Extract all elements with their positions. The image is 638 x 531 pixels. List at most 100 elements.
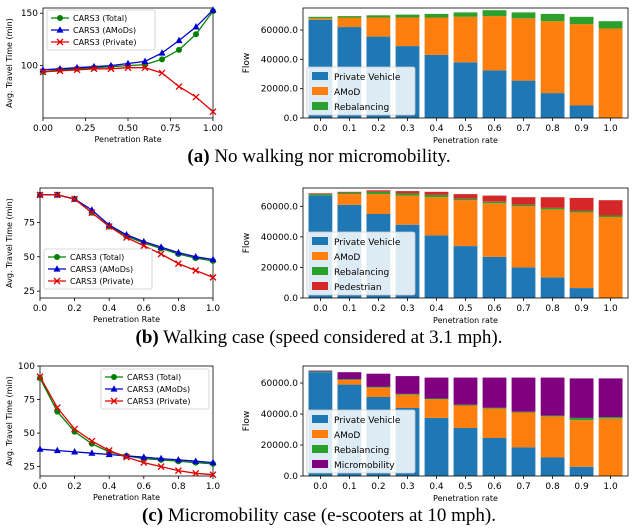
a-bar-xtick-label: 0.5 [458,124,472,134]
c-bar-bar-segment [337,372,362,380]
a-bar-legend-label: AMoD [334,88,360,98]
b-bar-bar-segment [424,235,449,298]
b-bar-bar-segment [366,190,391,192]
a-bar-legend-swatch [312,72,328,80]
b-bar-bar-segment [308,194,333,196]
c-bar-legend-box [306,409,416,474]
b-bar-xtick-label: 0.0 [313,304,328,314]
c-line-legend-label: CARS3 (Total) [127,373,181,382]
b-bar-bar-segment [424,194,449,198]
a-bar-bar-segment [453,16,478,63]
a-line-legend-marker [57,15,63,21]
c-bar-xtick-label: 0.8 [545,482,560,492]
c-line-data-point [192,457,200,464]
b-bar-bar-segment [337,194,362,205]
b-bar-bar-segment [453,246,478,298]
b-line-axes-frame [39,187,214,299]
b-bar-bar-segment [598,217,623,298]
c-line-data-point [105,450,113,458]
a-bar-xtick-label: 0.7 [516,124,530,134]
caption-b: (b) Walking case (speed considered at 3.… [0,327,638,349]
b-bar-xtick-label: 0.5 [458,304,472,314]
b-bar-bar-segment [569,197,594,211]
b-bar-bar-segment [598,200,623,216]
b-line-legend-marker [54,254,60,260]
b-bar-xtick-label: 0.2 [371,304,385,314]
b-line-data-point [209,273,217,281]
b-bar-legend-swatch [312,282,328,290]
a-bar-ytick-label: 20000.0 [261,85,298,95]
c-bar-bar-segment [598,378,623,418]
b-line-ytick-label: 25 [24,287,35,297]
c-line-data-point [36,373,44,381]
c-bar-ytick-label: 0.0 [284,472,299,482]
c-line-ylabel: Avg. Travel Time (min) [5,376,14,466]
a-bar-bar-segment [424,54,449,118]
caption-c-text: Micromobility case (e-scooters at 10 mph… [167,505,497,526]
b-line-data-point [174,260,182,268]
a-line-data-point [141,64,149,72]
c-bar-bar-segment [482,377,507,408]
c-bar-legend-label: AMoD [334,431,360,441]
b-bar-legend-swatch [312,237,328,245]
c-line-data-point [88,437,96,445]
c-bar-bar-segment [482,407,507,409]
a-bar-ytick-label: 60000.0 [261,26,298,36]
b-bar-xtick-label: 0.1 [342,304,356,314]
b-bar-bar-segment [424,191,449,195]
c-bar-bar-segment [424,398,449,400]
a-bar-bar-segment [395,14,420,18]
c-bar-xtick-label: 1.0 [603,482,618,492]
a-line-data-point [39,68,47,76]
b-bar-legend-label: Pedestrian [334,283,382,293]
c-bar-bar-segment [511,412,536,448]
c-bar-bar-segment [482,408,507,438]
c-line-data-point [123,453,130,461]
c-line-xtick-label: 0.8 [171,482,186,492]
b-bar-bar-segment [337,191,362,193]
a-bar-xtick-label: 0.9 [574,124,589,134]
b-bar-bar-segment [569,210,594,213]
c-bar-bar-segment [453,404,478,406]
b-line-data-point [192,252,200,260]
b-line-data-point [140,242,148,250]
b-line-legend-label: CARS3 (Total) [70,253,124,262]
c-line-legend-marker [110,385,118,392]
b-bar-xlabel: Penetration rate [433,316,498,325]
c-bar-legend-label: Rebalancing [334,446,389,456]
c-line-xtick-label: 1.0 [206,482,221,492]
c-bar-ytick-label: 60000.0 [261,379,298,389]
caption-c: (c) Micromobility case (e-scooters at 10… [0,505,638,527]
b-line-data-point [36,191,44,199]
c-line-legend-label: CARS3 (Private) [127,397,190,406]
a-bar-bar-segment [540,13,565,22]
c-bar-bar-segment [598,418,623,476]
b-bar-legend-label: Private Vehicle [334,238,401,248]
c-line-ytick-label: 100 [18,362,35,372]
caption-b-label: (b) [135,327,159,348]
a-line-legend-label: CARS3 (AMoDs) [73,26,136,35]
b-line-ytick-label: 75 [24,218,35,228]
c-line-data-point [140,459,148,467]
b-line-legend-marker [53,277,61,285]
a-bar-legend-swatch [312,102,328,110]
a-bar-bar-segment [511,18,536,81]
c-bar-bar-segment [453,405,478,428]
c-bar-legend-swatch [312,430,328,438]
a-line-data-point [73,66,81,74]
b-bar-bar-segment [366,191,391,195]
a-line-ylabel: Avg. Travel Time (min) [5,18,14,108]
a-line-xlabel: Penetration Rate [95,135,162,144]
a-bar-bar-segment [453,12,478,17]
a-line-data-point [158,49,166,56]
c-bar-bar-segment [366,386,391,388]
a-line-xtick-label: 0.00 [33,124,53,134]
c-line-data-point [192,469,200,477]
c-bar-xtick-label: 0.0 [313,482,328,492]
b-bar-legend-box [306,231,416,296]
a-bar-xtick-label: 0.4 [429,124,444,134]
a-bar-bar-segment [569,24,594,106]
b-bar-bar-segment [482,256,507,299]
a-line-xtick-label: 0.50 [118,124,138,134]
c-line-data-point [157,454,165,462]
